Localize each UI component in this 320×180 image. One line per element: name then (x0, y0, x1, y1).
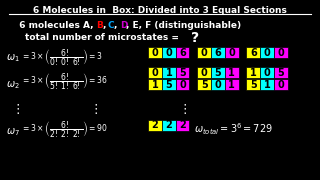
Text: 1: 1 (264, 80, 270, 89)
Text: , E, F (distinguishable): , E, F (distinguishable) (126, 21, 241, 30)
Text: 1: 1 (152, 80, 158, 89)
Text: 1: 1 (228, 68, 235, 78)
Text: $\omega_{total} = 3^6 = 729$: $\omega_{total} = 3^6 = 729$ (194, 121, 273, 137)
Text: 0: 0 (264, 68, 270, 78)
Text: 5: 5 (277, 68, 284, 78)
FancyBboxPatch shape (176, 67, 189, 78)
FancyBboxPatch shape (225, 79, 238, 90)
Text: C: C (108, 21, 115, 30)
Text: 6: 6 (179, 48, 186, 57)
Text: ?: ? (191, 31, 200, 45)
Text: 1: 1 (228, 80, 235, 89)
FancyBboxPatch shape (197, 47, 211, 58)
FancyBboxPatch shape (246, 67, 260, 78)
Text: 0: 0 (277, 48, 284, 57)
Text: $= 3 \times \left(\dfrac{6!}{5!\;1!\;6!}\right) = 36$: $= 3 \times \left(\dfrac{6!}{5!\;1!\;6!}… (20, 72, 108, 92)
Text: $\omega_1$: $\omega_1$ (6, 52, 20, 64)
FancyBboxPatch shape (260, 47, 274, 58)
FancyBboxPatch shape (148, 67, 162, 78)
FancyBboxPatch shape (148, 47, 162, 58)
Text: 6 molecules A,: 6 molecules A, (13, 21, 96, 30)
Text: 0: 0 (201, 48, 208, 57)
Text: 6 Molecules in  Box: Divided into 3 Equal Sections: 6 Molecules in Box: Divided into 3 Equal… (33, 6, 287, 15)
Text: ,: , (114, 21, 117, 30)
Text: 0: 0 (214, 80, 221, 89)
Text: 0: 0 (264, 48, 270, 57)
FancyBboxPatch shape (197, 67, 211, 78)
Text: $= 3 \times \left(\dfrac{6!}{0!\;0!\;6!}\right) = 3$: $= 3 \times \left(\dfrac{6!}{0!\;0!\;6!}… (20, 48, 102, 68)
FancyBboxPatch shape (162, 47, 176, 58)
Text: 0: 0 (201, 68, 208, 78)
FancyBboxPatch shape (211, 79, 225, 90)
Text: B: B (96, 21, 103, 30)
Text: 2: 2 (165, 120, 172, 130)
FancyBboxPatch shape (260, 79, 274, 90)
Text: $= 3 \times \left(\dfrac{6!}{2!\;2!\;2!}\right) = 90$: $= 3 \times \left(\dfrac{6!}{2!\;2!\;2!}… (20, 120, 108, 140)
FancyBboxPatch shape (162, 67, 176, 78)
FancyBboxPatch shape (225, 67, 238, 78)
Text: 0: 0 (165, 48, 172, 57)
FancyBboxPatch shape (162, 120, 176, 131)
Text: 5: 5 (179, 68, 186, 78)
Text: 5: 5 (214, 68, 221, 78)
Text: 6: 6 (214, 48, 221, 57)
Text: 0: 0 (228, 48, 235, 57)
Text: 5: 5 (250, 80, 257, 89)
Text: 0: 0 (152, 68, 158, 78)
Text: 6: 6 (250, 48, 257, 57)
Text: ,: , (102, 21, 106, 30)
FancyBboxPatch shape (225, 47, 238, 58)
Text: 1: 1 (165, 68, 172, 78)
FancyBboxPatch shape (260, 67, 274, 78)
Text: 0: 0 (277, 80, 284, 89)
FancyBboxPatch shape (162, 79, 176, 90)
FancyBboxPatch shape (211, 47, 225, 58)
FancyBboxPatch shape (148, 79, 162, 90)
FancyBboxPatch shape (274, 79, 288, 90)
Text: $\omega_7$: $\omega_7$ (6, 126, 20, 138)
Text: $\vdots$: $\vdots$ (178, 102, 187, 116)
Text: 1: 1 (250, 68, 257, 78)
Text: 0: 0 (152, 48, 158, 57)
FancyBboxPatch shape (274, 67, 288, 78)
FancyBboxPatch shape (246, 79, 260, 90)
FancyBboxPatch shape (197, 79, 211, 90)
Text: 2: 2 (179, 120, 186, 130)
Text: $\omega_2$: $\omega_2$ (6, 79, 20, 91)
FancyBboxPatch shape (176, 79, 189, 90)
Text: D: D (120, 21, 127, 30)
Text: 5: 5 (201, 80, 208, 89)
FancyBboxPatch shape (148, 120, 162, 131)
FancyBboxPatch shape (176, 120, 189, 131)
FancyBboxPatch shape (274, 47, 288, 58)
Text: 2: 2 (152, 120, 158, 130)
Text: 5: 5 (165, 80, 172, 89)
Text: 0: 0 (179, 80, 186, 89)
FancyBboxPatch shape (211, 67, 225, 78)
Text: $\vdots$: $\vdots$ (89, 102, 98, 116)
FancyBboxPatch shape (246, 47, 260, 58)
Text: $\vdots$: $\vdots$ (11, 102, 20, 116)
FancyBboxPatch shape (176, 47, 189, 58)
Text: total number of microstates =: total number of microstates = (25, 33, 182, 42)
